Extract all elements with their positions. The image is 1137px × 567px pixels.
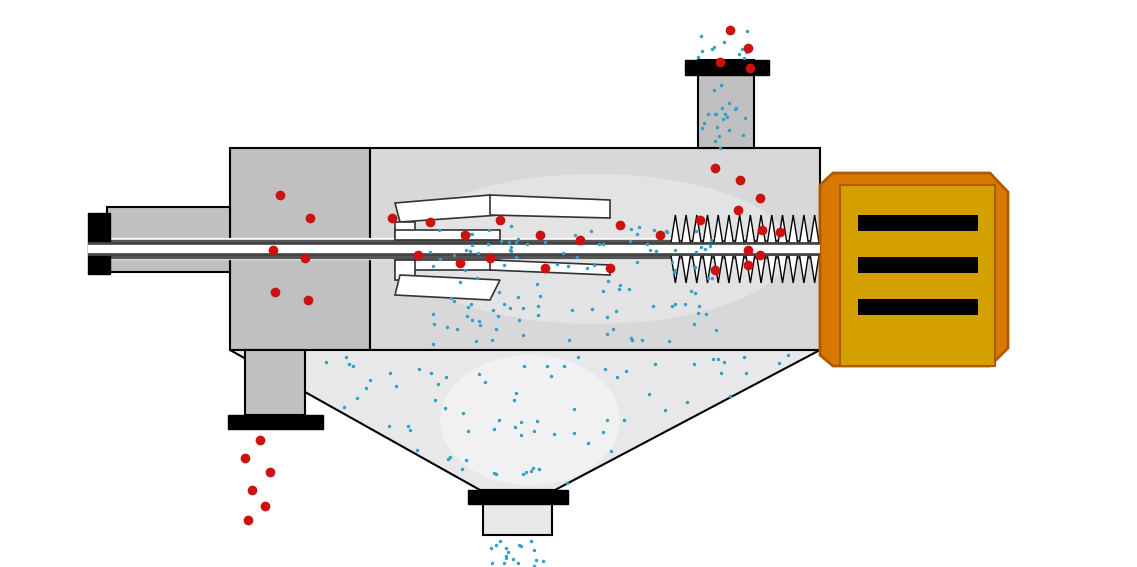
Polygon shape <box>395 195 500 222</box>
Polygon shape <box>681 215 691 249</box>
Polygon shape <box>395 260 500 270</box>
Polygon shape <box>395 275 500 300</box>
Bar <box>698 60 754 148</box>
Bar <box>468 490 568 504</box>
Bar <box>229 415 323 429</box>
Bar <box>370 148 820 350</box>
Polygon shape <box>395 222 415 237</box>
Bar <box>88 213 110 274</box>
Polygon shape <box>230 350 820 490</box>
Polygon shape <box>395 260 415 280</box>
Polygon shape <box>691 215 703 249</box>
Polygon shape <box>798 249 810 283</box>
Polygon shape <box>670 249 681 283</box>
Polygon shape <box>395 230 500 240</box>
Ellipse shape <box>400 174 790 324</box>
Polygon shape <box>745 249 756 283</box>
Polygon shape <box>723 215 735 249</box>
Polygon shape <box>778 249 788 283</box>
Polygon shape <box>735 249 745 283</box>
Bar <box>230 148 370 350</box>
Polygon shape <box>681 249 691 283</box>
Polygon shape <box>703 215 713 249</box>
Polygon shape <box>670 215 681 249</box>
Polygon shape <box>490 195 609 218</box>
Polygon shape <box>713 215 723 249</box>
Bar <box>858 299 978 315</box>
Bar <box>244 350 305 415</box>
Polygon shape <box>691 249 703 283</box>
Polygon shape <box>766 215 778 249</box>
Bar <box>684 60 769 75</box>
Polygon shape <box>810 249 820 283</box>
Polygon shape <box>490 260 609 275</box>
Polygon shape <box>756 215 766 249</box>
Bar <box>858 215 978 231</box>
Polygon shape <box>703 249 713 283</box>
Polygon shape <box>766 249 778 283</box>
Polygon shape <box>735 215 745 249</box>
Polygon shape <box>778 215 788 249</box>
Polygon shape <box>810 215 820 249</box>
Polygon shape <box>788 249 798 283</box>
Bar <box>107 207 230 272</box>
Bar <box>840 185 995 366</box>
Bar <box>858 257 978 273</box>
Polygon shape <box>713 249 723 283</box>
Polygon shape <box>798 215 810 249</box>
Bar <box>483 490 551 535</box>
Polygon shape <box>820 173 1009 366</box>
Polygon shape <box>756 249 766 283</box>
Polygon shape <box>788 215 798 249</box>
Ellipse shape <box>440 355 620 485</box>
Polygon shape <box>745 215 756 249</box>
Polygon shape <box>723 249 735 283</box>
